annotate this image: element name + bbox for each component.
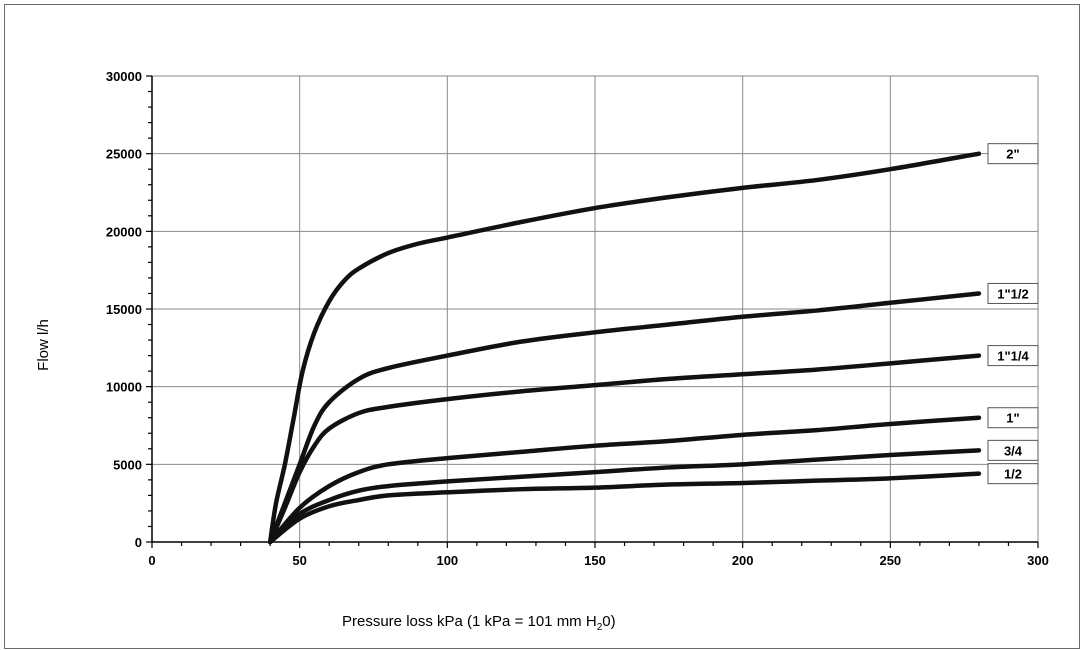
series-line: [267, 448, 982, 545]
line-labels: 2" 1"1/2 1"1/4 1" 3/4 1/2: [987, 143, 1039, 485]
series-label-box: [987, 407, 1039, 429]
y-tick-label: 5000: [113, 457, 142, 472]
x-axis-title-main: Pressure loss kPa (1 kPa = 101 mm H: [342, 613, 597, 630]
series-label-box: [987, 463, 1039, 485]
minor-ticks: [146, 75, 1039, 548]
x-tick-label: 150: [584, 553, 606, 568]
series-label: 3/4: [1004, 443, 1023, 458]
y-axis-title: Flow l/h: [35, 319, 52, 371]
x-axis-title-end: 0): [602, 613, 615, 630]
series-label-box: [987, 143, 1039, 165]
series-label: 1"1/4: [997, 349, 1029, 364]
series-label-box: [987, 345, 1039, 367]
y-tick-label: 0: [135, 535, 142, 550]
x-tick-label: 100: [436, 553, 458, 568]
series-label: 1/2: [1004, 467, 1022, 482]
y-tick-label: 30000: [106, 69, 142, 84]
x-tick-label: 200: [732, 553, 754, 568]
y-tick-label: 10000: [106, 380, 142, 395]
axes: [151, 76, 1038, 543]
x-axis-title: Pressure loss kPa (1 kPa = 101 mm H20): [342, 613, 616, 633]
x-axis-title-subscript: 2: [597, 622, 603, 633]
series-label-box: [987, 282, 1039, 304]
chart-frame: [4, 4, 1080, 649]
series-label: 1": [1006, 411, 1019, 426]
series-line: [267, 471, 982, 545]
x-tick-label: 250: [879, 553, 901, 568]
tick-labels: 0 50 100 150 200 250 300 0 5000 10000 15000 20000 25…: [106, 69, 1049, 568]
y-tick-label: 15000: [106, 302, 142, 317]
series-line: [267, 353, 982, 545]
series-label-box: [987, 439, 1039, 461]
series-label: 2": [1006, 147, 1019, 162]
series-lines: [267, 151, 982, 545]
x-tick-label: 0: [148, 553, 155, 568]
y-tick-label: 25000: [106, 147, 142, 162]
series-line: [267, 291, 982, 545]
series-label: 1"1/2: [997, 286, 1028, 301]
series-line: [267, 415, 982, 545]
series-line: [267, 151, 982, 545]
x-tick-label: 300: [1027, 553, 1049, 568]
x-tick-label: 50: [292, 553, 306, 568]
y-tick-label: 20000: [106, 224, 142, 239]
